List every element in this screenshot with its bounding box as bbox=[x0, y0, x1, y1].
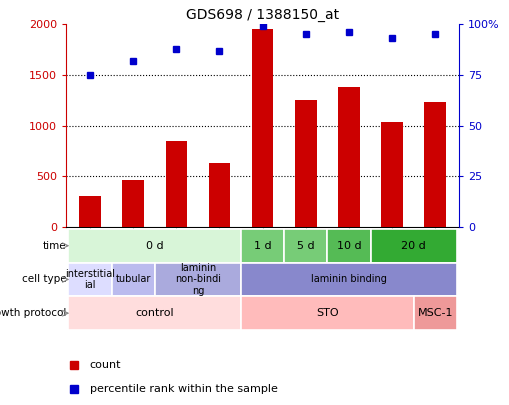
Bar bbox=[68, 296, 241, 330]
Text: 5 d: 5 d bbox=[296, 241, 314, 251]
Text: control: control bbox=[135, 308, 174, 318]
Bar bbox=[122, 180, 144, 227]
Text: 0 d: 0 d bbox=[146, 241, 163, 251]
Text: time: time bbox=[43, 241, 67, 251]
Text: growth protocol: growth protocol bbox=[0, 308, 67, 318]
Text: 1 d: 1 d bbox=[253, 241, 271, 251]
Bar bbox=[423, 102, 445, 227]
Bar bbox=[68, 262, 111, 296]
Bar bbox=[241, 296, 413, 330]
Bar bbox=[241, 262, 456, 296]
Text: cell type: cell type bbox=[22, 275, 67, 284]
Title: GDS698 / 1388150_at: GDS698 / 1388150_at bbox=[186, 8, 338, 22]
Bar bbox=[154, 262, 241, 296]
Bar bbox=[327, 229, 370, 262]
Bar bbox=[413, 296, 456, 330]
Bar bbox=[68, 229, 241, 262]
Bar bbox=[294, 100, 316, 227]
Bar bbox=[208, 163, 230, 227]
Text: laminin
non-bindi
ng: laminin non-bindi ng bbox=[175, 263, 220, 296]
Bar bbox=[284, 229, 327, 262]
Text: MSC-1: MSC-1 bbox=[417, 308, 452, 318]
Text: tubular: tubular bbox=[115, 275, 151, 284]
Text: 20 d: 20 d bbox=[401, 241, 425, 251]
Text: STO: STO bbox=[316, 308, 338, 318]
Bar bbox=[381, 122, 402, 227]
Text: interstitial
ial: interstitial ial bbox=[65, 269, 115, 290]
Bar bbox=[337, 87, 359, 227]
Text: laminin binding: laminin binding bbox=[310, 275, 386, 284]
Bar bbox=[241, 229, 284, 262]
Text: count: count bbox=[90, 360, 121, 369]
Bar bbox=[251, 30, 273, 227]
Bar bbox=[165, 141, 187, 227]
Text: percentile rank within the sample: percentile rank within the sample bbox=[90, 384, 277, 394]
Bar bbox=[111, 262, 154, 296]
Text: 10 d: 10 d bbox=[336, 241, 360, 251]
Bar bbox=[79, 196, 101, 227]
Bar bbox=[370, 229, 456, 262]
